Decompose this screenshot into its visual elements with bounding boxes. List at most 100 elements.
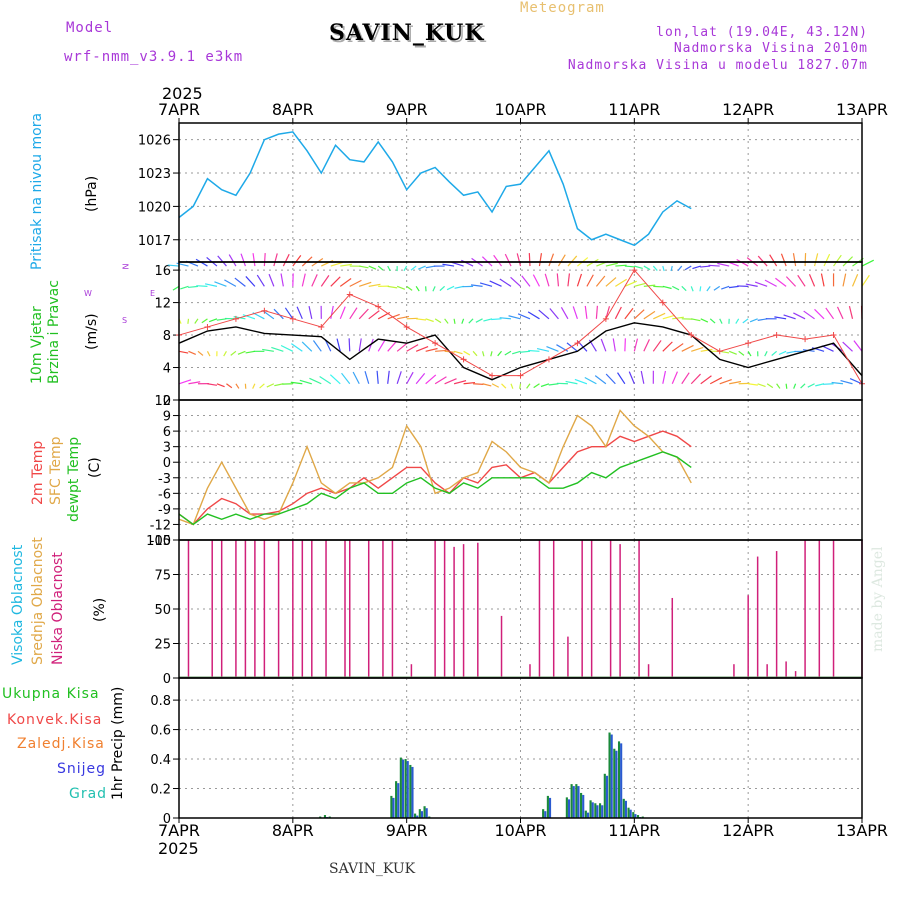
wind-arrow (197, 350, 204, 356)
snow-bar (624, 800, 627, 818)
wind-gust-marker (802, 336, 809, 343)
cloud-unit: (%) (92, 597, 108, 622)
wind-arrow (299, 379, 312, 385)
wind-arrow (577, 340, 588, 352)
precip-bar (617, 741, 621, 818)
wind-arrow (528, 253, 531, 267)
wind-arrow (546, 346, 559, 352)
wind-arrow (208, 318, 218, 323)
wind-arrow (823, 383, 834, 385)
precip-bar (570, 784, 573, 818)
wind-arrow (757, 255, 768, 267)
wind-arrow (700, 375, 712, 385)
wind-arrow (178, 318, 182, 324)
wind-gust-marker (659, 299, 666, 306)
wind-arrow (853, 340, 863, 352)
wind-arrow (425, 374, 437, 385)
temp-sfc-line (178, 409, 692, 526)
wind-arrow (536, 348, 550, 352)
wind-arrow (291, 343, 303, 352)
wind-arrow (233, 316, 246, 320)
wind-arrow (473, 383, 484, 385)
y-tick-label: 1023 (138, 167, 171, 182)
wind-arrow (461, 318, 465, 324)
wind-arrow (628, 371, 635, 384)
wind-arrow (172, 285, 180, 291)
wind-gust-marker (545, 356, 552, 363)
wind-arrow (320, 275, 330, 287)
wind-arrow (566, 342, 578, 352)
wind-gust-marker (859, 380, 865, 387)
y-tick-label: 6 (163, 425, 171, 440)
wind-arrow (726, 260, 739, 267)
wind-arrow (815, 383, 825, 387)
temp-2m-line (178, 430, 692, 526)
wind-arrow (803, 310, 815, 320)
wind-arrow (757, 318, 768, 321)
panel-frame (178, 539, 863, 679)
wind-arrow (489, 280, 502, 287)
wind-arrow (738, 350, 745, 356)
precip-bar (390, 795, 393, 818)
snow-bar (577, 786, 580, 818)
wind-arrow (719, 318, 723, 324)
wind-arrow (692, 265, 701, 270)
wind-arrow (544, 273, 550, 287)
wind-arrow (377, 339, 386, 352)
y-tick-label: 12 (154, 394, 171, 409)
snow-bar (572, 786, 575, 818)
wind-arrow (517, 313, 531, 320)
x-date-label-top: 10APR (494, 100, 546, 119)
compass-rose: N W E S (84, 262, 166, 327)
wind-gust-marker (517, 372, 524, 379)
wind-arrow (368, 310, 380, 320)
wind-arrow (387, 340, 397, 352)
wind-arrow (820, 273, 825, 287)
wind-arrow (234, 277, 246, 287)
wind-arrow (223, 350, 227, 357)
wind-arrow (709, 318, 716, 324)
year-bottom: 2025 (158, 839, 199, 858)
wind-arrow (491, 318, 502, 321)
wind-arrow (336, 338, 341, 352)
wind-arrow (754, 281, 768, 287)
y-tick-label: 4 (163, 362, 171, 377)
x-date-label-bottom: 8APR (272, 821, 314, 840)
model-name: wrf-nmm_v3.9.1 e3km (64, 49, 244, 65)
wind-gust-line (178, 269, 863, 385)
x-date-label-bottom: 13APR (836, 821, 888, 840)
wind-arrow (396, 285, 406, 290)
wind-arrow (662, 265, 665, 272)
wind-arrow (745, 283, 758, 287)
wind-arrow (501, 383, 507, 389)
snow-bar (596, 805, 599, 818)
compass-w: W (84, 289, 92, 298)
wind-arrow (482, 383, 492, 387)
compass-n: N (120, 263, 130, 270)
wind-arrow (709, 377, 723, 385)
wind-arrow (548, 383, 559, 386)
wind-arrow (330, 276, 341, 287)
wind-gust-marker (261, 307, 268, 314)
wind-arrow (670, 265, 673, 272)
precip-bar (632, 812, 635, 818)
wind-arrow (410, 265, 417, 271)
wind-arrow (510, 276, 521, 287)
wind-arrow (584, 305, 588, 319)
wind-arrow (706, 286, 711, 292)
wind-arrow (721, 285, 730, 290)
precip-bar (542, 809, 545, 818)
wind-arrow (453, 350, 463, 355)
precip-bar (565, 797, 568, 818)
wind-arrow (615, 264, 627, 267)
wind-gust-marker (204, 323, 211, 330)
y-tick-label: 75 (154, 569, 171, 584)
wind-arrow (483, 318, 493, 322)
precip-bar (603, 773, 606, 818)
wind-arrow (742, 318, 749, 324)
snow-bar (420, 811, 424, 818)
wind-arrow (435, 349, 447, 352)
precip-conv-label: Konvek.Kisa (7, 712, 103, 728)
wind-arrow (396, 342, 408, 352)
snow-bar (605, 775, 609, 818)
